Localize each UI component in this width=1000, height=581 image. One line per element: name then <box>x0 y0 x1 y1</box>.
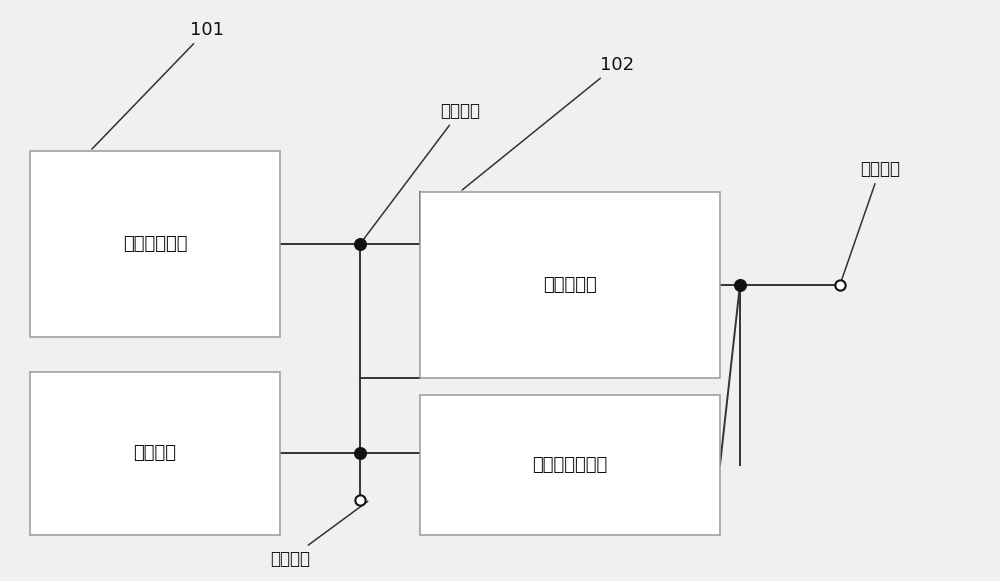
Point <box>352 239 368 249</box>
Point <box>832 280 848 289</box>
Bar <box>30 372 280 535</box>
Point <box>732 280 748 289</box>
Bar <box>30 151 280 337</box>
Point <box>352 495 368 504</box>
Bar <box>420 192 720 378</box>
Text: 102: 102 <box>462 56 634 190</box>
Bar <box>420 395 720 535</box>
Text: 第三节点: 第三节点 <box>841 160 900 282</box>
Text: 第一节点: 第一节点 <box>362 102 480 242</box>
Text: 负反馈电路: 负反馈电路 <box>543 276 597 293</box>
Text: 温度控制电路: 温度控制电路 <box>123 235 187 253</box>
Text: 射频功率放大器: 射频功率放大器 <box>532 456 608 474</box>
Text: 第二节点: 第二节点 <box>270 501 368 568</box>
Text: 偏置电路: 偏置电路 <box>134 444 176 462</box>
Point <box>352 449 368 458</box>
Text: 101: 101 <box>92 21 224 149</box>
